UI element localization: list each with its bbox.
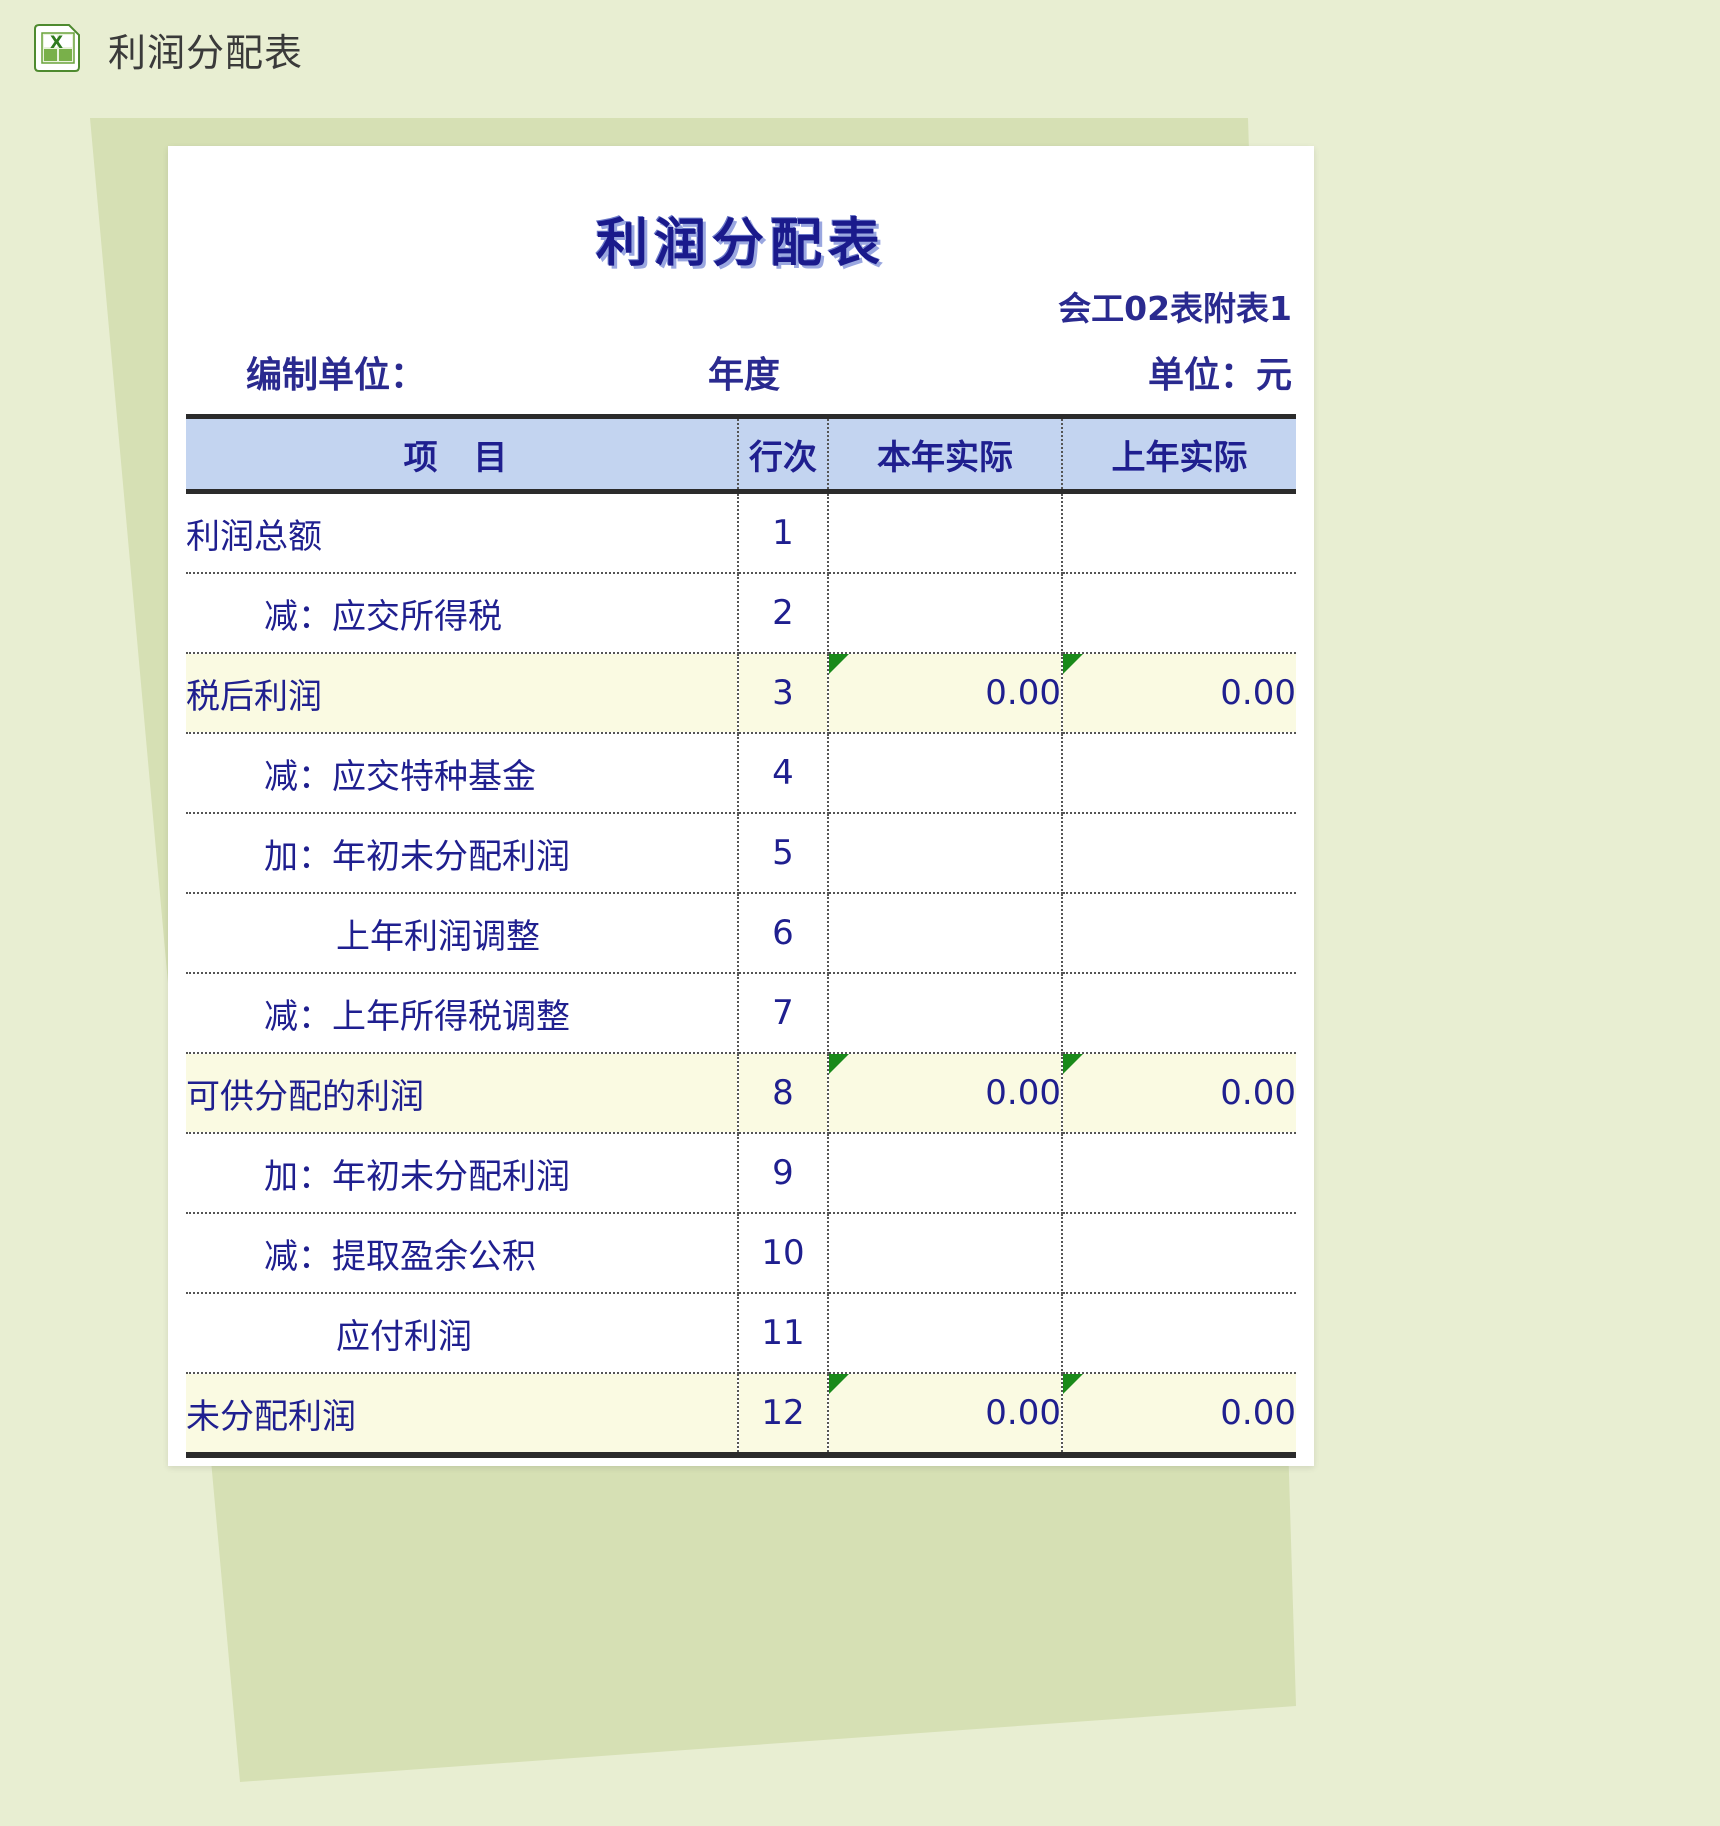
cell-item-name[interactable]: 上年利润调整	[186, 893, 739, 974]
column-header-previous-year: 上年实际	[1111, 437, 1248, 478]
cell-line-number[interactable]: 1	[738, 494, 829, 574]
table-row[interactable]: 应付利润 11	[186, 1293, 1296, 1374]
cell-current-year-value[interactable]	[828, 1293, 1063, 1374]
table-top-rule	[186, 414, 1296, 419]
cell-previous-year-value[interactable]	[1062, 1293, 1296, 1374]
formula-warning-triangle-icon	[1063, 1054, 1083, 1074]
cell-current-year-value[interactable]: 0.00	[828, 653, 1063, 734]
column-header-item: 项 目	[186, 419, 739, 489]
cell-item-name[interactable]: 应付利润	[186, 1293, 739, 1374]
cell-item-name[interactable]: 减：应交所得税	[186, 573, 739, 654]
cell-item-name[interactable]: 税后利润	[186, 653, 739, 734]
profit-distribution-body: 利润总额 1 减：应交所得税 2 税后利润 3 0.00 0.00 减：应交特种基金 4 加：年初未…	[186, 494, 1296, 1452]
cell-line-number[interactable]: 5	[738, 813, 829, 894]
cell-previous-year-value[interactable]	[1062, 893, 1296, 974]
formula-warning-triangle-icon	[1063, 1374, 1083, 1394]
document-page: 利润分配表 会工02表附表1 编制单位： 年度 单位：元 项 目 行次 本年实际…	[168, 146, 1314, 1466]
cell-current-year-value[interactable]	[828, 813, 1063, 894]
table-row[interactable]: 利润总额 1	[186, 494, 1296, 574]
cell-item-name[interactable]: 加：年初未分配利润	[186, 1133, 739, 1214]
cell-line-number[interactable]: 11	[738, 1293, 829, 1374]
cell-previous-year-value[interactable]: 0.00	[1062, 653, 1296, 734]
table-header: 项 目 行次 本年实际 上年实际	[186, 419, 1296, 489]
cell-current-year-value[interactable]	[828, 893, 1063, 974]
cell-previous-year-value[interactable]	[1062, 1133, 1296, 1214]
table-header-row: 项 目 行次 本年实际 上年实际	[186, 419, 1296, 489]
cell-line-number[interactable]: 4	[738, 733, 829, 814]
cell-previous-year-value[interactable]	[1062, 1213, 1296, 1294]
cell-item-name[interactable]: 减：提取盈余公积	[186, 1213, 739, 1294]
cell-value-text: 0.00	[985, 1073, 1061, 1113]
currency-unit-label: 单位：元	[1147, 355, 1292, 396]
cell-current-year-value[interactable]	[828, 494, 1063, 574]
worksheet: 利润分配表 会工02表附表1 编制单位： 年度 单位：元 项 目 行次 本年实际…	[168, 146, 1314, 1466]
document-filename: 利润分配表	[108, 30, 304, 75]
cell-current-year-value[interactable]	[828, 573, 1063, 654]
table-row[interactable]: 减：应交所得税 2	[186, 573, 1296, 654]
table-row[interactable]: 未分配利润 12 0.00 0.00	[186, 1373, 1296, 1452]
cell-item-name[interactable]: 减：应交特种基金	[186, 733, 739, 814]
cell-current-year-value[interactable]	[828, 733, 1063, 814]
report-title: 利润分配表	[595, 214, 886, 274]
window-titlebar: X 利润分配表	[0, 0, 1720, 98]
cell-item-name[interactable]: 未分配利润	[186, 1373, 739, 1452]
report-meta-row: 编制单位： 年度 单位：元	[168, 346, 1314, 404]
cell-line-number[interactable]: 3	[738, 653, 829, 734]
form-code-label: 会工02表附表1	[1058, 289, 1292, 328]
cell-previous-year-value[interactable]: 0.00	[1062, 1053, 1296, 1134]
cell-line-number[interactable]: 12	[738, 1373, 829, 1452]
formula-warning-triangle-icon	[829, 1374, 849, 1394]
formula-warning-triangle-icon	[1063, 654, 1083, 674]
cell-current-year-value[interactable]: 0.00	[828, 1373, 1063, 1452]
year-label: 年度	[708, 355, 781, 396]
excel-file-icon: X	[30, 21, 86, 77]
cell-previous-year-value[interactable]	[1062, 494, 1296, 574]
cell-line-number[interactable]: 6	[738, 893, 829, 974]
formula-warning-triangle-icon	[829, 654, 849, 674]
table-body: 利润总额 1 减：应交所得税 2 税后利润 3 0.00 0.00 减：应交特种基金 4 加：年初未…	[186, 494, 1296, 1452]
cell-item-name[interactable]: 减：上年所得税调整	[186, 973, 739, 1054]
profit-distribution-table-wrapper: 项 目 行次 本年实际 上年实际 利润总额 1 减：应交所得税 2 税后利润 3 0.00 0…	[186, 414, 1296, 1458]
cell-current-year-value[interactable]	[828, 1213, 1063, 1294]
table-row[interactable]: 加：年初未分配利润 9	[186, 1133, 1296, 1214]
cell-line-number[interactable]: 7	[738, 973, 829, 1054]
table-row[interactable]: 减：上年所得税调整 7	[186, 973, 1296, 1054]
cell-previous-year-value[interactable]	[1062, 813, 1296, 894]
table-header-rule	[186, 489, 1296, 494]
cell-previous-year-value[interactable]	[1062, 973, 1296, 1054]
cell-line-number[interactable]: 2	[738, 573, 829, 654]
cell-line-number[interactable]: 10	[738, 1213, 829, 1294]
preparing-unit-label: 编制单位：	[246, 355, 427, 396]
table-row[interactable]: 减：应交特种基金 4	[186, 733, 1296, 814]
cell-line-number[interactable]: 8	[738, 1053, 829, 1134]
cell-item-name[interactable]: 利润总额	[186, 494, 739, 574]
cell-value-text: 0.00	[1220, 1393, 1296, 1433]
cell-current-year-value[interactable]: 0.00	[828, 1053, 1063, 1134]
table-row[interactable]: 可供分配的利润 8 0.00 0.00	[186, 1053, 1296, 1134]
cell-current-year-value[interactable]	[828, 973, 1063, 1054]
column-header-line-no: 行次	[738, 419, 829, 489]
cell-value-text: 0.00	[1220, 673, 1296, 713]
column-header-current-year: 本年实际	[828, 419, 1063, 489]
cell-line-number[interactable]: 9	[738, 1133, 829, 1214]
cell-value-text: 0.00	[985, 1393, 1061, 1433]
cell-previous-year-value[interactable]: 0.00	[1062, 1373, 1296, 1452]
cell-previous-year-value[interactable]	[1062, 573, 1296, 654]
profit-distribution-table: 项 目 行次 本年实际 上年实际	[186, 419, 1296, 489]
cell-item-name[interactable]: 加：年初未分配利润	[186, 813, 739, 894]
cell-value-text: 0.00	[985, 673, 1061, 713]
table-bottom-rule	[186, 1452, 1296, 1458]
table-row[interactable]: 减：提取盈余公积 10	[186, 1213, 1296, 1294]
cell-item-name[interactable]: 可供分配的利润	[186, 1053, 739, 1134]
cell-previous-year-value[interactable]	[1062, 733, 1296, 814]
table-row[interactable]: 上年利润调整 6	[186, 893, 1296, 974]
table-row[interactable]: 加：年初未分配利润 5	[186, 813, 1296, 894]
table-row[interactable]: 税后利润 3 0.00 0.00	[186, 653, 1296, 734]
cell-current-year-value[interactable]	[828, 1133, 1063, 1214]
svg-text:X: X	[50, 33, 63, 53]
formula-warning-triangle-icon	[829, 1054, 849, 1074]
cell-value-text: 0.00	[1220, 1073, 1296, 1113]
